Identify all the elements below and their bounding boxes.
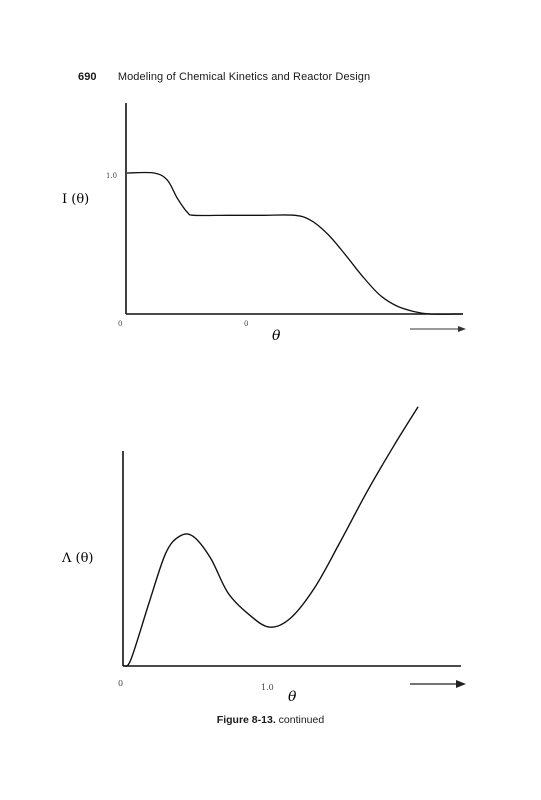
x-arrow-head bbox=[458, 326, 466, 332]
intensity-function-chart: Λ (θ) 0 1.0 θ bbox=[61, 406, 466, 705]
x-tick-label: 1.0 bbox=[261, 683, 274, 692]
xlabel: θ bbox=[272, 328, 281, 344]
intensity-chart: 1.0 I (θ) 0 0 θ bbox=[62, 103, 466, 344]
figure-number: Figure 8-13. bbox=[216, 714, 276, 726]
x-tick-label: 0 bbox=[244, 320, 248, 328]
running-header: 690 Modeling of Chemical Kinetics and Re… bbox=[78, 71, 370, 83]
ylabel: Λ (θ) bbox=[61, 551, 94, 566]
intensity-function-curve bbox=[123, 406, 419, 667]
x-arrow-head bbox=[456, 680, 466, 688]
ylabel: I (θ) bbox=[62, 192, 89, 207]
xlabel: θ bbox=[288, 689, 297, 705]
x-tick-label: 0 bbox=[118, 320, 122, 328]
running-title: Modeling of Chemical Kinetics and Reacto… bbox=[117, 71, 371, 83]
x-tick-label: 0 bbox=[118, 679, 123, 688]
caption-text: continued bbox=[275, 714, 325, 726]
figure-caption: Figure 8-13. continued bbox=[0, 714, 541, 726]
y-tick-label: 1.0 bbox=[106, 172, 117, 180]
intensity-curve bbox=[126, 171, 464, 315]
page-number: 690 bbox=[78, 71, 97, 83]
